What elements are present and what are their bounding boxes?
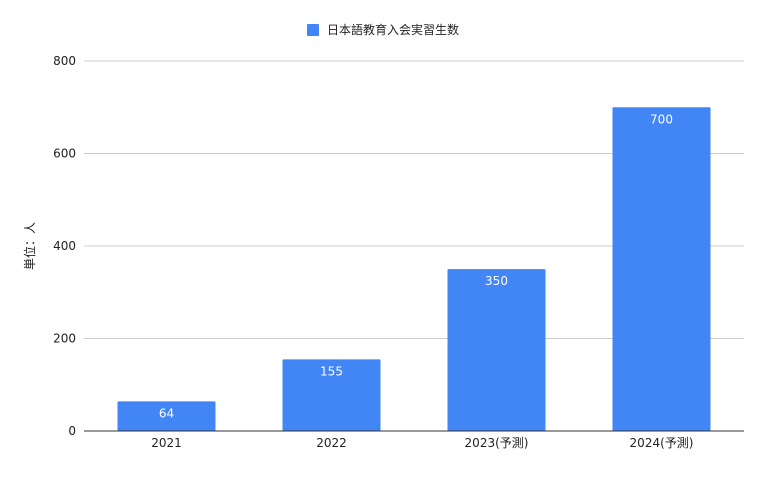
y-tick-label: 400 bbox=[53, 239, 76, 253]
bar bbox=[612, 107, 711, 431]
bar-data-label: 350 bbox=[485, 274, 508, 288]
y-axis-ticks: 0 200 400 600 800 bbox=[53, 54, 76, 438]
bar-data-label: 155 bbox=[320, 364, 343, 378]
bar-data-label: 700 bbox=[650, 112, 673, 126]
legend-swatch bbox=[307, 24, 319, 36]
x-tick-label: 2021 bbox=[151, 436, 182, 450]
bar-data-labels: 64 155 350 700 bbox=[159, 112, 673, 420]
x-tick-label: 2022 bbox=[316, 436, 347, 450]
bar bbox=[117, 401, 216, 431]
bars bbox=[117, 107, 711, 431]
y-axis-title: 単位：人 bbox=[22, 222, 37, 270]
x-tick-label: 2023(予測) bbox=[465, 436, 529, 450]
legend: 日本語教育入会実習生数 bbox=[307, 22, 459, 37]
y-tick-label: 0 bbox=[68, 424, 76, 438]
bar bbox=[282, 359, 381, 431]
legend-label: 日本語教育入会実習生数 bbox=[327, 22, 459, 37]
x-tick-label: 2024(予測) bbox=[630, 436, 694, 450]
y-tick-label: 600 bbox=[53, 147, 76, 161]
x-axis-ticks: 2021 2022 2023(予測) 2024(予測) bbox=[151, 436, 693, 450]
bar bbox=[447, 269, 546, 431]
y-tick-label: 800 bbox=[53, 54, 76, 68]
bar-data-label: 64 bbox=[159, 406, 174, 420]
y-tick-label: 200 bbox=[53, 332, 76, 346]
